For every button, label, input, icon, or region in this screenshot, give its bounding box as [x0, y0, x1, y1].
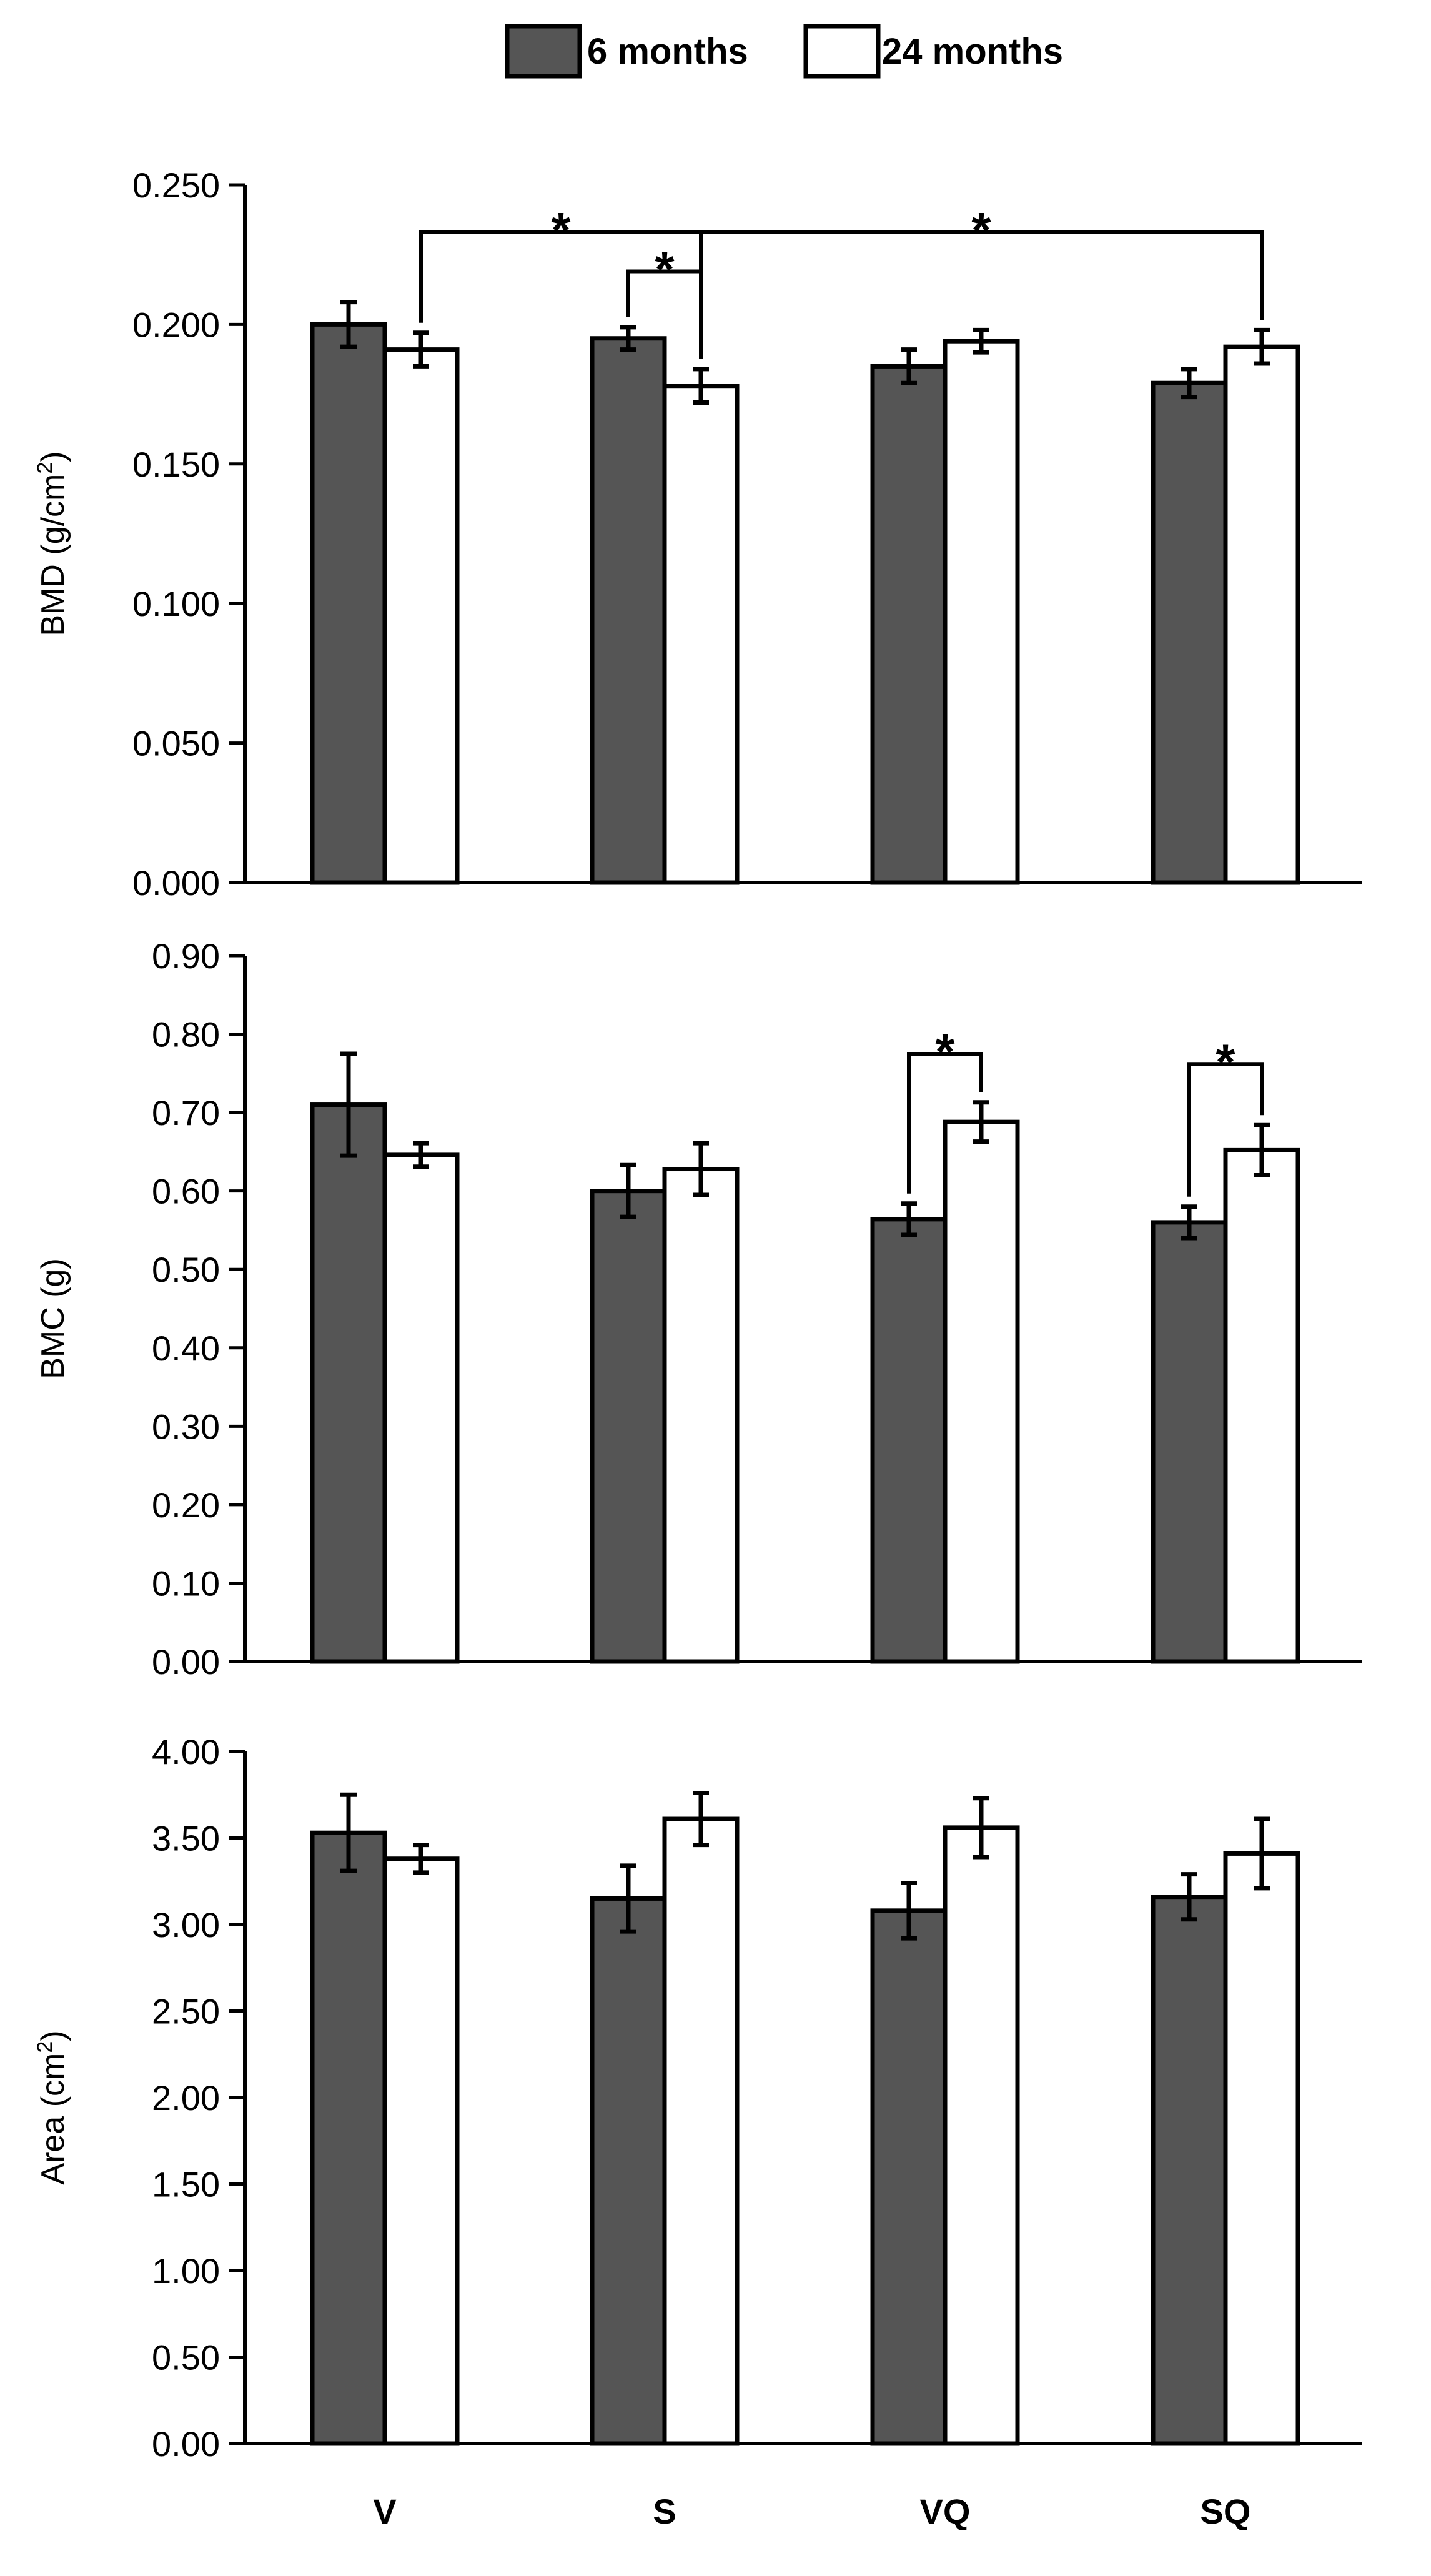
y-tick-label: 0.00: [152, 2424, 220, 2464]
x-category-label-v: V: [373, 2492, 396, 2531]
bar-v-24-months: [382, 1152, 460, 1664]
y-tick-label: 2.00: [152, 2078, 220, 2118]
y-tick-label: 4.00: [152, 1732, 220, 1771]
significance-bracket: [699, 230, 1264, 359]
significance-bracket: [1187, 1062, 1264, 1197]
y-axis-label: BMD (g/cm2): [33, 451, 71, 636]
legend-swatch-24-months: [803, 24, 881, 79]
y-tick-label: 3.50: [152, 1819, 220, 1858]
y-tick-label: 0.000: [132, 863, 220, 903]
bar-vq-6-months: [870, 364, 948, 885]
significance-star: *: [971, 202, 991, 258]
legend-swatch-6-months: [505, 24, 582, 79]
area-chart-panel: 0.00 0.50 1.00 1.50 2.00 2.50 3.00 3.50 4.00 Area…: [33, 1732, 1362, 2531]
bar-v-6-months: [310, 1830, 387, 2446]
bar-sq-6-months: [1151, 1895, 1228, 2446]
y-tick-label: 0.200: [132, 305, 220, 344]
bar-sq-24-months: [1223, 1147, 1300, 1664]
bar-s-6-months: [590, 1896, 667, 2446]
bmd-chart-panel: 0.000 0.050 0.100 0.150 0.200 0.250 BMD (g/cm2…: [33, 166, 1362, 903]
y-tick-label: 0.100: [132, 584, 220, 623]
bar-vq-24-months: [943, 339, 1020, 885]
bar-vq-24-months: [943, 1825, 1020, 2446]
y-tick-label: 1.50: [152, 2165, 220, 2204]
y-tick-label: 0.050: [132, 724, 220, 763]
y-tick-label: 0.250: [132, 166, 220, 205]
bar-sq-24-months: [1223, 1851, 1300, 2446]
significance-star: *: [935, 1024, 955, 1079]
y-tick-label: 2.50: [152, 1992, 220, 2031]
y-tick-label: 0.30: [152, 1407, 220, 1446]
bar-v-6-months: [310, 1102, 387, 1664]
legend-label-6-months: 6 months: [587, 31, 748, 72]
bar-vq-6-months: [870, 1217, 948, 1664]
bar-v-24-months: [382, 347, 460, 885]
bar-sq-6-months: [1151, 380, 1228, 885]
bar-sq-24-months: [1223, 344, 1300, 885]
significance-star: *: [1216, 1034, 1235, 1089]
bar-v-6-months: [310, 322, 387, 885]
significance-star: *: [655, 242, 675, 297]
y-tick-label: 0.20: [152, 1485, 220, 1525]
y-tick-label: 0.70: [152, 1093, 220, 1132]
bar-s-6-months: [590, 1189, 667, 1664]
bar-s-6-months: [590, 336, 667, 885]
x-category-label-vq: VQ: [920, 2492, 971, 2531]
y-tick-label: 0.10: [152, 1563, 220, 1603]
y-tick-label: 0.00: [152, 1642, 220, 1682]
bar-vq-24-months: [943, 1119, 1020, 1664]
y-tick-label: 0.50: [152, 1250, 220, 1289]
legend: 6 months 24 months: [505, 24, 1063, 79]
y-axis-label: Area (cm2): [33, 2030, 71, 2184]
y-tick-label: 0.50: [152, 2338, 220, 2377]
x-category-label-sq: SQ: [1201, 2492, 1251, 2531]
y-tick-label: 0.150: [132, 445, 220, 484]
bar-s-24-months: [662, 384, 740, 885]
bar-sq-6-months: [1151, 1220, 1228, 1664]
y-tick-label: 0.60: [152, 1172, 220, 1211]
x-category-label-s: S: [653, 2492, 676, 2531]
y-axis-label: BMC (g): [35, 1258, 71, 1379]
y-tick-label: 0.90: [152, 936, 220, 976]
bar-s-24-months: [662, 1167, 740, 1664]
bar-v-24-months: [382, 1856, 460, 2446]
significance-star: *: [551, 202, 571, 258]
bmc-chart-panel: 0.00 0.10 0.20 0.30 0.40 0.50 0.60 0.70 0.80 0.90…: [35, 936, 1362, 1682]
bar-vq-6-months: [870, 1908, 948, 2446]
y-tick-label: 0.40: [152, 1329, 220, 1368]
legend-label-24-months: 24 months: [882, 31, 1063, 72]
significance-bracket: [907, 1051, 983, 1194]
y-tick-label: 0.80: [152, 1015, 220, 1054]
bar-s-24-months: [662, 1816, 740, 2446]
y-tick-label: 3.00: [152, 1905, 220, 1944]
y-tick-label: 1.00: [152, 2251, 220, 2291]
